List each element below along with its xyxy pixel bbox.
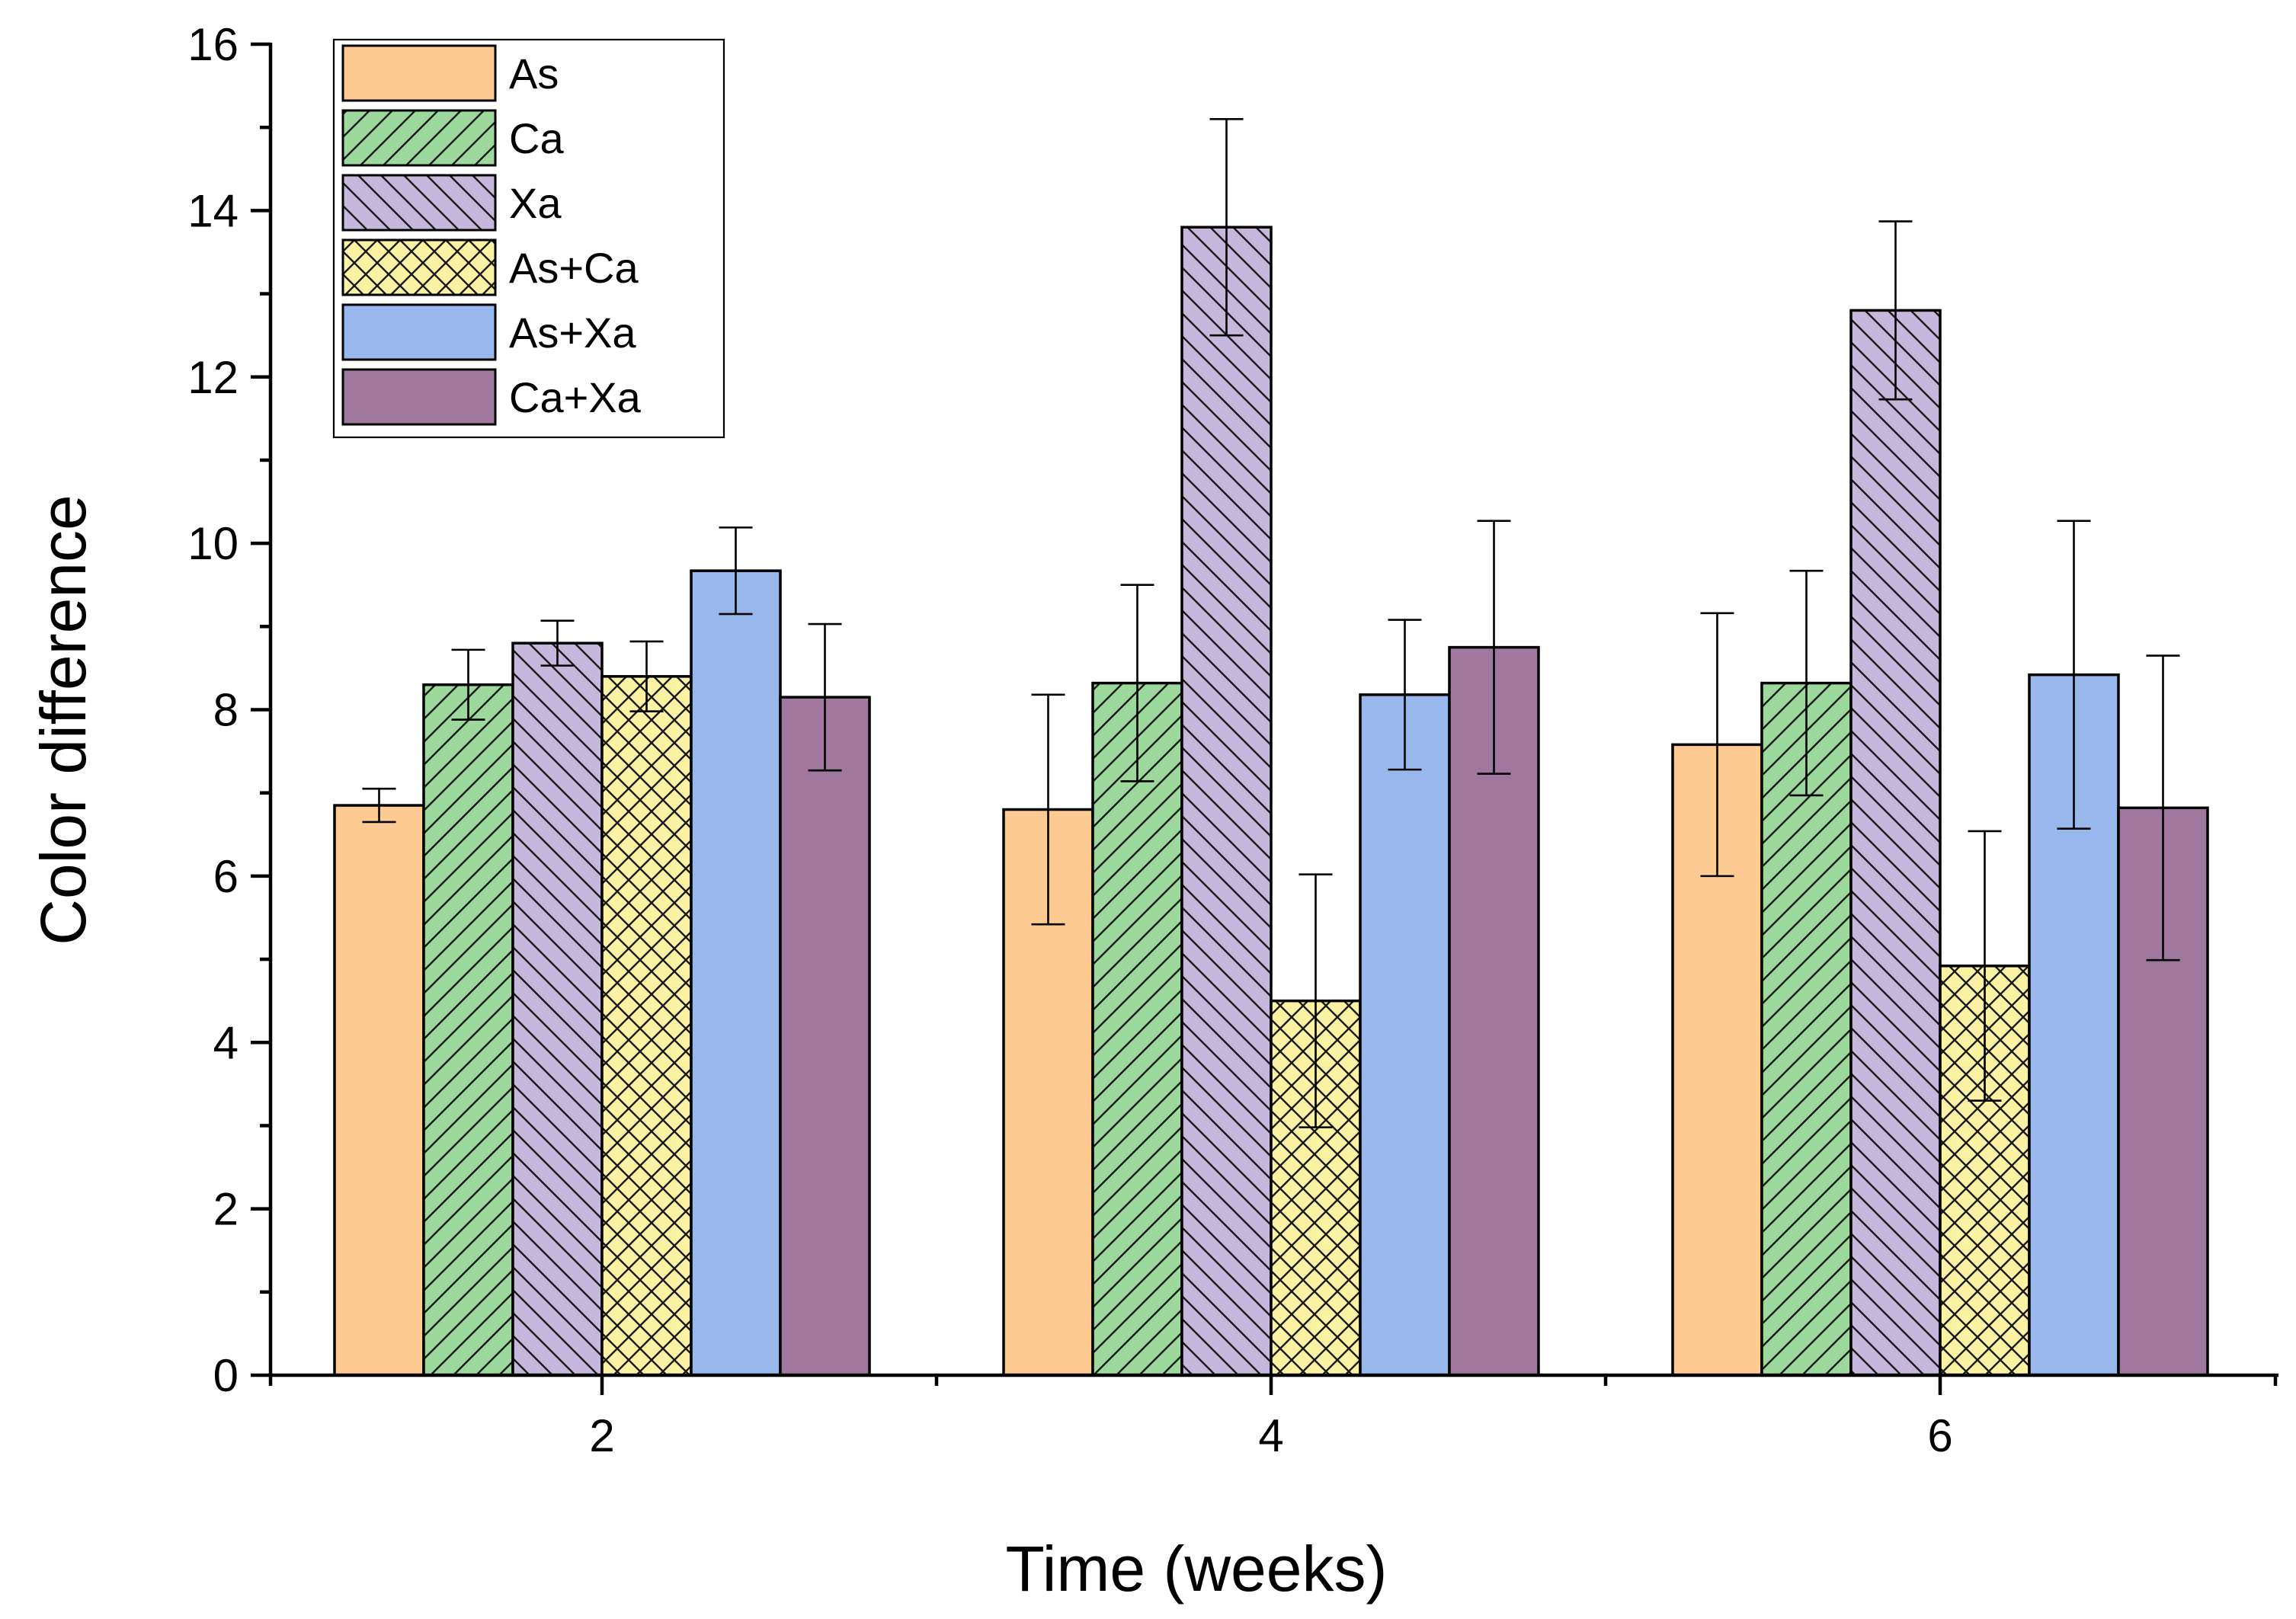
bar-as-week-2 <box>333 804 425 1377</box>
error-bar-as-plus-ca-week-2 <box>629 640 664 712</box>
legend-swatch-ca-plus-xa <box>341 368 497 426</box>
tick-labels: 0 2 4 6 8 10 12 14 16 2 4 6 <box>187 19 1952 1461</box>
legend-swatch-as-plus-xa <box>341 303 497 361</box>
error-bar-as-plus-xa-week-2 <box>719 526 753 616</box>
error-bar-ca-plus-xa-week-2 <box>808 622 842 772</box>
legend-label-as: As <box>509 50 559 98</box>
bar-as-plus-xa-week-2 <box>690 569 782 1377</box>
legend-swatch-xa <box>341 174 497 232</box>
legend-swatch-ca <box>341 109 497 167</box>
error-bar-xa-week-6 <box>1878 220 1913 401</box>
bar-xa-week-4 <box>1180 226 1273 1377</box>
error-bar-xa-week-4 <box>1209 117 1244 337</box>
error-bar-as-week-6 <box>1700 612 1734 878</box>
error-bar-ca-plus-xa-week-4 <box>1477 520 1511 775</box>
error-bar-ca-week-6 <box>1789 569 1824 797</box>
error-bar-ca-week-4 <box>1120 584 1154 782</box>
x-tick-label: 6 <box>1927 1410 1952 1461</box>
bar-xa-week-6 <box>1849 309 1942 1377</box>
error-bar-group <box>362 117 2180 1128</box>
error-bar-ca-week-2 <box>451 648 485 721</box>
bar-ca-week-2 <box>422 683 514 1377</box>
bar-xa-week-2 <box>511 642 604 1377</box>
x-tick-label: 2 <box>589 1410 614 1461</box>
y-tick-label: 12 <box>187 352 239 403</box>
y-tick-label: 8 <box>213 685 239 736</box>
legend-label-as-plus-ca: As+Ca <box>509 244 639 292</box>
y-tick-label: 6 <box>213 851 239 902</box>
error-bar-as-plus-xa-week-6 <box>2057 520 2091 830</box>
legend-label-ca: Ca <box>509 114 564 162</box>
y-tick-label: 0 <box>213 1350 239 1401</box>
y-tick-label: 2 <box>213 1184 239 1235</box>
y-tick-label: 14 <box>187 185 239 236</box>
legend-label-ca-plus-xa: Ca+Xa <box>509 373 642 421</box>
legend-label-as-plus-xa: As+Xa <box>509 309 636 357</box>
x-tick-label: 4 <box>1258 1410 1283 1461</box>
bar-group <box>333 226 2209 1377</box>
legend-label-xa: Xa <box>509 179 562 227</box>
bar-as-plus-ca-week-2 <box>600 675 693 1377</box>
axes <box>251 42 2278 1395</box>
error-bar-xa-week-2 <box>540 619 575 667</box>
y-tick-label: 16 <box>187 19 239 70</box>
error-bar-as-week-4 <box>1031 693 1065 926</box>
x-axis-title: Time (weeks) <box>1006 1533 1388 1605</box>
y-tick-label: 4 <box>213 1017 239 1068</box>
error-bar-ca-plus-xa-week-6 <box>2146 654 2180 961</box>
bar-ca-week-4 <box>1091 681 1183 1377</box>
error-bar-as-plus-xa-week-4 <box>1388 619 1422 771</box>
bar-as-plus-xa-week-6 <box>2028 673 2120 1377</box>
error-bar-as-week-2 <box>362 787 396 824</box>
bar-as-plus-xa-week-4 <box>1359 693 1451 1377</box>
error-bar-as-plus-ca-week-4 <box>1299 873 1333 1128</box>
bar-ca-plus-xa-week-2 <box>779 696 871 1377</box>
legend-swatch-as <box>341 44 497 102</box>
legend-swatch-as-plus-ca <box>341 238 497 296</box>
y-axis-title: Color difference <box>27 494 99 945</box>
error-bar-as-plus-ca-week-6 <box>1968 830 2002 1102</box>
legend: As Ca Xa As+Ca As+Xa Ca+Xa <box>332 38 725 439</box>
y-tick-label: 10 <box>187 518 239 569</box>
